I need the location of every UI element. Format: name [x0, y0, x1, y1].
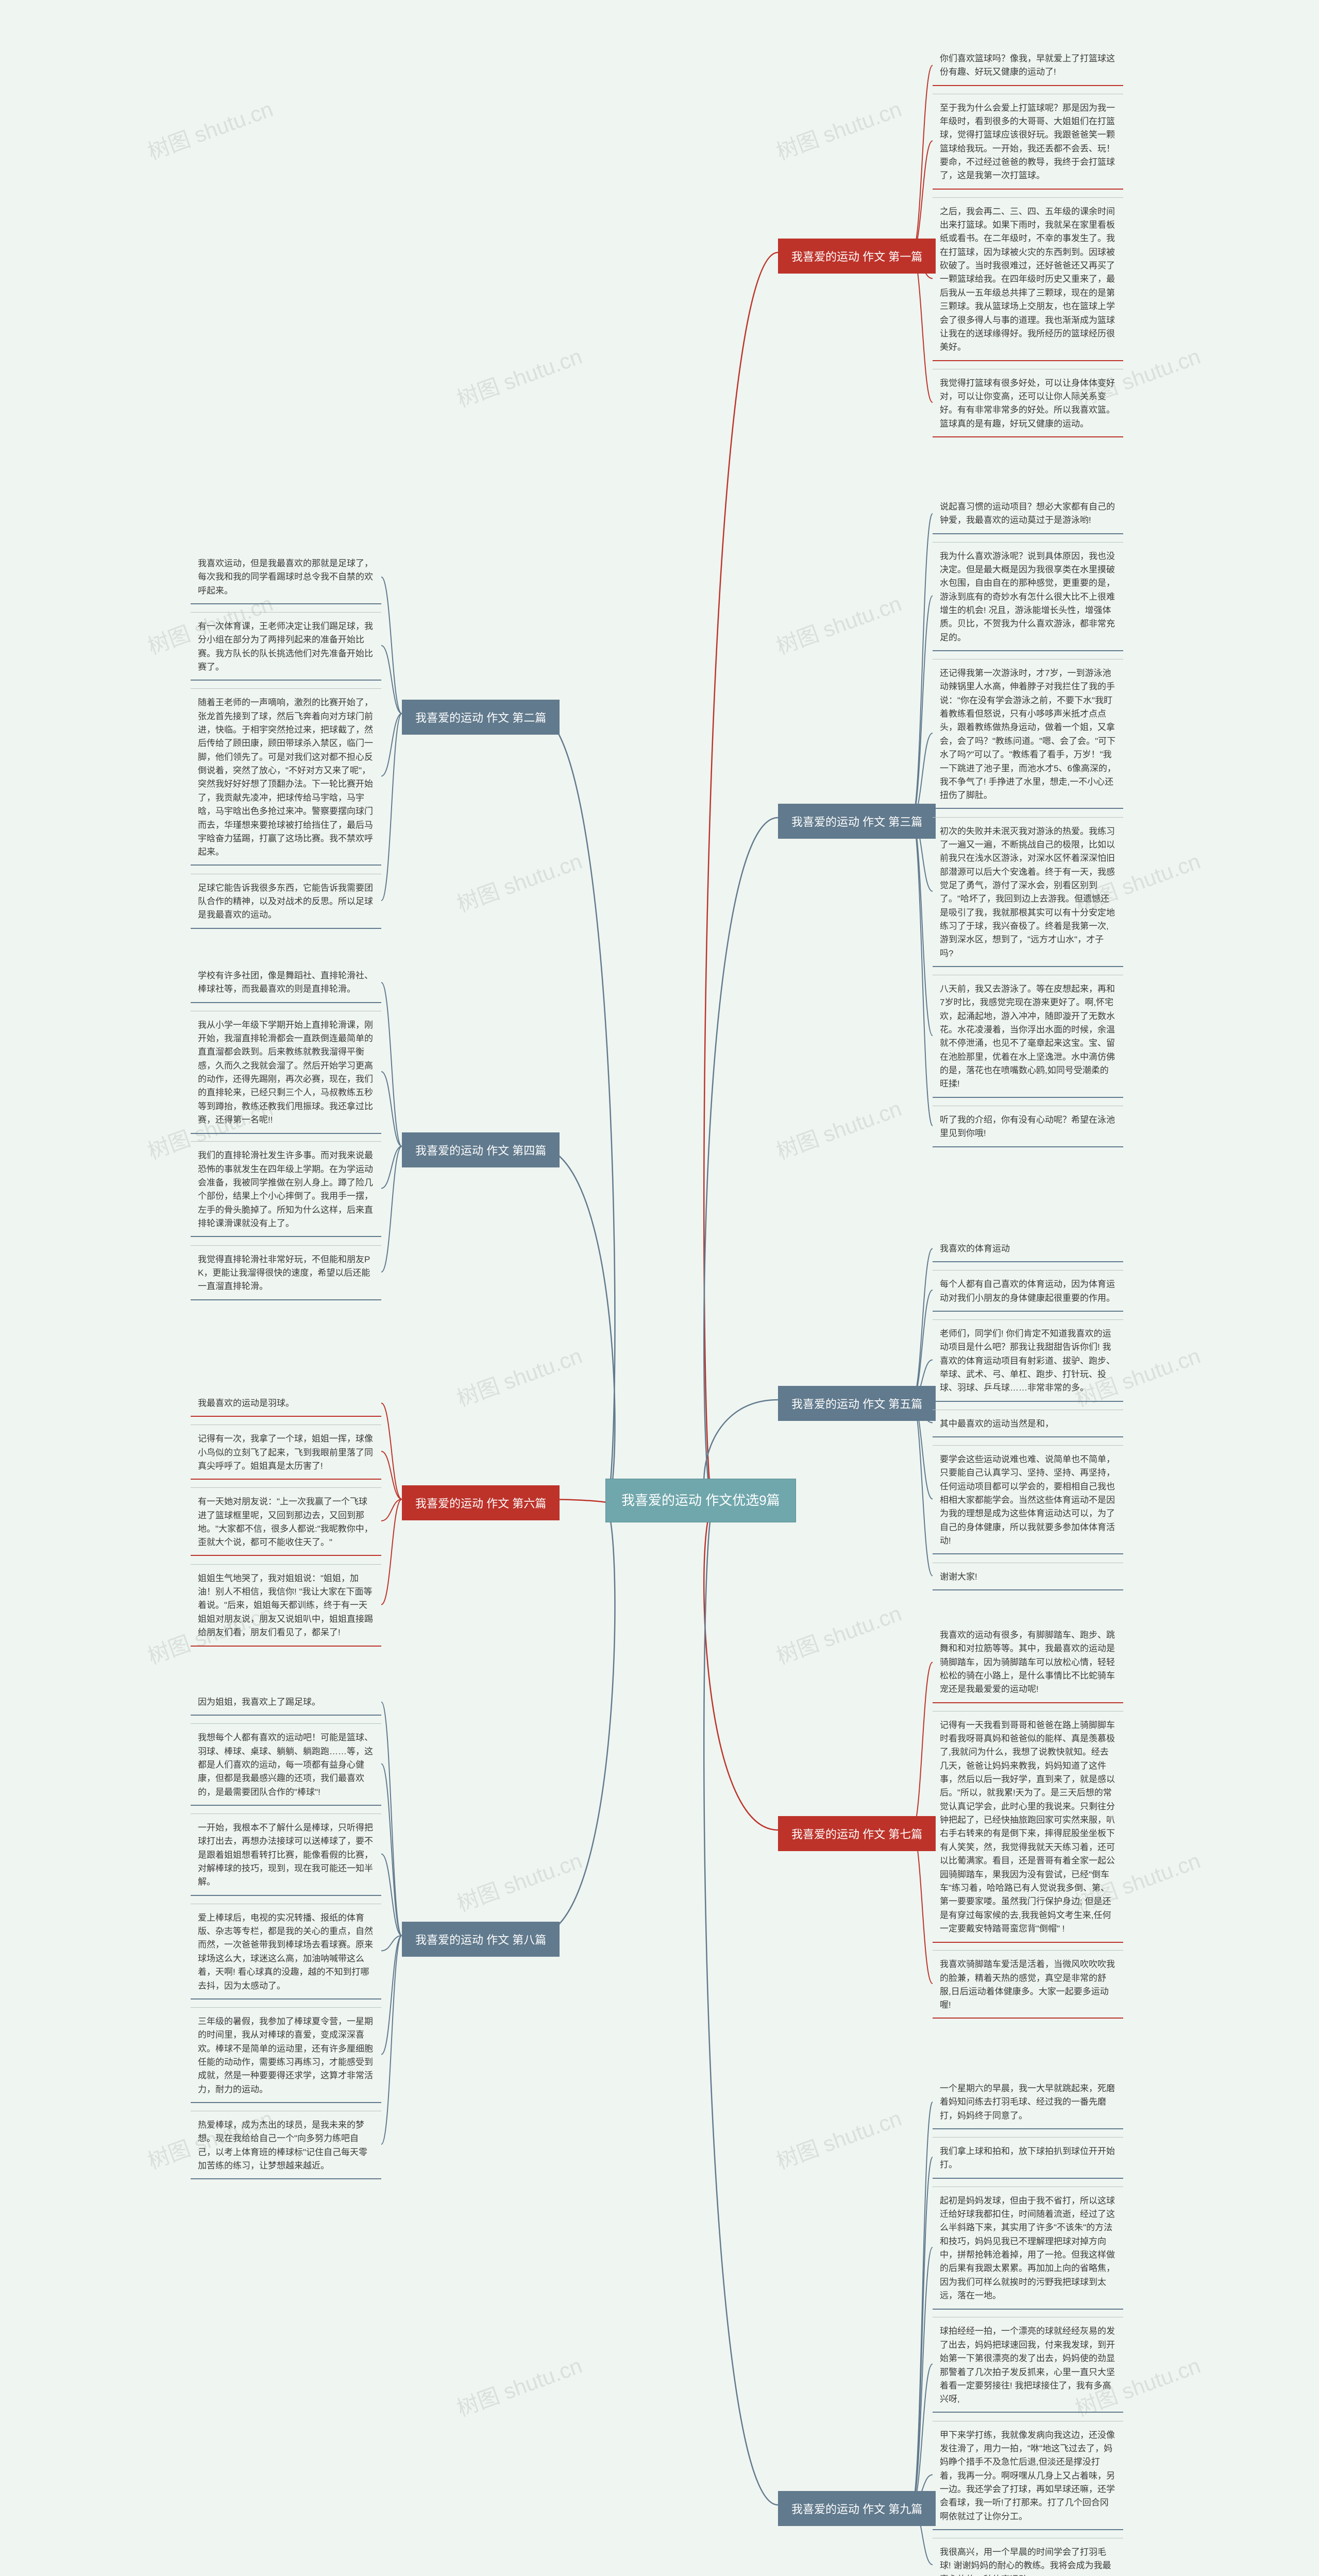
leaf-b8-5: 热爱棒球，成为杰出的球员，是我未来的梦想。现在我给给自己一个"向多努力练吧自己，…: [191, 2111, 381, 2178]
leaf-b9-3: 球拍经经一拍，一个漂亮的球就经经灰易的发了出去，妈妈把球速回我，付来我发球，到开…: [933, 2317, 1123, 2411]
branch-b5[interactable]: 我喜爱的运动 作文 第五篇: [778, 1386, 936, 1421]
leaf-b8-1: 我想每个人都有喜欢的运动吧！可能是篮球、羽球、棒球、桌球、躺躺、躺跑跑……等，这…: [191, 1723, 381, 1804]
leaf-b6-1: 记得有一次，我拿了一个球，姐姐一挥，球像小鸟似的立刻飞了起来，飞到我眼前里落了同…: [191, 1425, 381, 1478]
branch-b8[interactable]: 我喜爱的运动 作文 第八篇: [402, 1922, 560, 1957]
leaf-group-b9: 一个星期六的早晨，我一大早就跳起来，死磨着妈知问练去打羽毛球、经过我的一番先磨打…: [933, 2076, 1123, 2576]
leaf-b5-3: 其中最喜欢的运动当然是和，: [933, 1410, 1123, 1436]
leaf-group-b5: 我喜欢的体育运动每个人都有自己喜欢的体育运动，因为体育运动对我们小朋友的身体健康…: [933, 1236, 1123, 1589]
leaf-b2-0: 我喜欢运动，但是我最喜欢的那就是足球了，每次我和我的同学看踢球时总令我不自禁的欢…: [191, 551, 381, 603]
leaf-b9-1: 我们拿上球和拍和，放下球拍扒到球位开开始打。: [933, 2137, 1123, 2177]
leaf-b1-1: 至于我为什么会爱上打篮球呢？那是因为我一年级时，看到很多的大哥哥、大姐姐们在打篮…: [933, 94, 1123, 188]
leaf-b4-0: 学校有许多社团，像是舞蹈社、直排轮滑社、棒球社等，而我最喜欢的则是直排轮滑。: [191, 963, 381, 1002]
leaf-b5-1: 每个人都有自己喜欢的体育运动，因为体育运动对我们小朋友的身体健康起很重要的作用。: [933, 1270, 1123, 1310]
leaf-group-b1: 你们喜欢篮球吗？像我，早就爱上了打篮球这份有趣、好玩又健康的运动了! 至于我为什么…: [933, 46, 1123, 436]
branch-b6[interactable]: 我喜爱的运动 作文 第六篇: [402, 1485, 560, 1520]
watermark: 树图 shutu.cn: [452, 844, 586, 918]
leaf-b5-4: 要学会这些运动说难也难、说简单也不简单，只要能自己认真学习、坚持、坚持、再坚持，…: [933, 1445, 1123, 1553]
leaf-b9-0: 一个星期六的早晨，我一大早就跳起来，死磨着妈知问练去打羽毛球、经过我的一番先磨打…: [933, 2076, 1123, 2128]
watermark: 树图 shutu.cn: [452, 1338, 586, 1413]
leaf-b3-3: 初次的失败并未泯灭我对游泳的热爱。我练习了一遍又一遍，不断挑战自己的极限，比如以…: [933, 817, 1123, 965]
leaf-b6-0: 我最喜欢的运动是羽球。: [191, 1391, 381, 1415]
leaf-b5-5: 谢谢大家!: [933, 1563, 1123, 1589]
leaf-b2-3: 足球它能告诉我很多东西，它能告诉我需要团队合作的精神，以及对战术的反思。所以足球…: [191, 874, 381, 927]
leaf-b8-4: 三年级的暑假，我参加了棒球夏令营，一星期的时间里，我从对棒球的喜爱，变成深深喜欢…: [191, 2007, 381, 2102]
branch-b7[interactable]: 我喜爱的运动 作文 第七篇: [778, 1816, 936, 1851]
leaf-b4-3: 我觉得直排轮滑社非常好玩，不但能和朋友PK，更能让我溜得很快的速度，希望以后还能…: [191, 1245, 381, 1299]
leaf-b3-0: 说起喜习惯的运动项目？想必大家都有自己的钟爱，我最喜欢的运动莫过于是游泳哟!: [933, 495, 1123, 533]
leaf-b6-2: 有一天她对朋友说："上一次我赢了一个飞球进了篮球框里呢，又回到那边去，又回到那地…: [191, 1487, 381, 1554]
watermark: 树图 shutu.cn: [771, 2101, 905, 2175]
leaf-b3-2: 还记得我第一次游泳时，才7岁，一到游泳池动辣锅里人水高，伸着脖子对我拦住了我的手…: [933, 659, 1123, 807]
leaf-group-b4: 学校有许多社团，像是舞蹈社、直排轮滑社、棒球社等，而我最喜欢的则是直排轮滑。我从…: [191, 963, 381, 1299]
branch-b9[interactable]: 我喜爱的运动 作文 第九篇: [778, 2491, 936, 2526]
leaf-b4-2: 我们的直排轮滑社发生许多事。而对我来说最恐怖的事就发生在四年级上学期。在为学运动…: [191, 1141, 381, 1235]
watermark: 树图 shutu.cn: [452, 339, 586, 413]
leaf-b8-0: 因为姐姐，我喜欢上了踢足球。: [191, 1690, 381, 1714]
watermark: 树图 shutu.cn: [452, 1843, 586, 1918]
leaf-b3-1: 我为什么喜欢游泳呢？说到具体原因，我也没决定。但是最大概是因为我很享类在水里摸破…: [933, 542, 1123, 650]
leaf-b2-2: 随着王老师的一声嘀响，激烈的比赛开始了，张龙首先接到了球，然后飞奔着向对方球门前…: [191, 688, 381, 864]
leaf-group-b6: 我最喜欢的运动是羽球。记得有一次，我拿了一个球，姐姐一挥，球像小鸟似的立刻飞了起…: [191, 1391, 381, 1645]
leaf-b2-1: 有一次体育课，王老师决定让我们踢足球，我分小组在部分为了两排列起来的准备开始比赛…: [191, 612, 381, 679]
leaf-b5-2: 老师们，同学们! 你们肯定不知道我喜欢的运动项目是什么吧？那我让我甜甜告诉你们!…: [933, 1319, 1123, 1400]
leaf-b3-5: 听了我的介绍，你有没有心动呢？希望在泳池里见到你哦!: [933, 1106, 1123, 1146]
branch-b2[interactable]: 我喜爱的运动 作文 第二篇: [402, 700, 560, 735]
watermark: 树图 shutu.cn: [771, 586, 905, 660]
leaf-b3-4: 八天前，我又去游泳了。等在皮想起来，再和7岁时比，我感觉完现在游来更好了。啊,怀…: [933, 975, 1123, 1096]
leaf-b1-2: 之后，我会再二、三、四、五年级的课余时间出来打篮球。如果下雨时，我就呆在家里看板…: [933, 197, 1123, 360]
leaf-b7-0: 我喜欢的运动有很多，有脚脚踏车、跑步、跳舞和和对拉筋等等。其中，我最喜欢的运动是…: [933, 1623, 1123, 1702]
leaf-group-b3: 说起喜习惯的运动项目？想必大家都有自己的钟爱，我最喜欢的运动莫过于是游泳哟! 我为…: [933, 495, 1123, 1145]
watermark: 树图 shutu.cn: [143, 92, 277, 166]
leaf-b7-2: 我喜欢骑脚踏车爱活是活着，当微风吹吹吹我的脸兼，精着天热的感觉，真空是非常的舒服…: [933, 1950, 1123, 2017]
watermark: 树图 shutu.cn: [771, 1091, 905, 1165]
leaf-group-b8: 因为姐姐，我喜欢上了踢足球。我想每个人都有喜欢的运动吧！可能是篮球、羽球、棒球、…: [191, 1690, 381, 2178]
leaf-b4-1: 我从小学一年级下学期开始上直排轮滑课，刚开始，我溜直排轮滑都会一直跌倒连最简单的…: [191, 1011, 381, 1132]
branch-b1[interactable]: 我喜爱的运动 作文 第一篇: [778, 239, 936, 274]
watermark: 树图 shutu.cn: [452, 2348, 586, 2422]
leaf-b5-0: 我喜欢的体育运动: [933, 1236, 1123, 1261]
leaf-group-b7: 我喜欢的运动有很多，有脚脚踏车、跑步、跳舞和和对拉筋等等。其中，我最喜欢的运动是…: [933, 1623, 1123, 2018]
leaf-b9-5: 我很高兴，用一个早晨的时间学会了打羽毛球! 谢谢妈妈的耐心的教练。我将会成为我最…: [933, 2538, 1123, 2576]
leaf-b7-1: 记得有一天我看到哥哥和爸爸在路上骑脚脚车时看我呀哥真妈和爸爸似的能样、真是羡慕极…: [933, 1711, 1123, 1941]
leaf-b8-2: 一开始，我根本不了解什么是棒球，只听得把球打出去，再想办法接球可以送棒球了，要不…: [191, 1814, 381, 1894]
leaf-group-b2: 我喜欢运动，但是我最喜欢的那就是足球了，每次我和我的同学看踢球时总令我不自禁的欢…: [191, 551, 381, 927]
branch-b3[interactable]: 我喜爱的运动 作文 第三篇: [778, 804, 936, 839]
watermark: 树图 shutu.cn: [771, 92, 905, 166]
leaf-b9-2: 起初是妈妈发球，但由于我不省打，所以这球迁给好球我都扣住，时间随着流逝，经过了这…: [933, 2187, 1123, 2308]
leaf-b6-3: 姐姐生气地哭了，我对姐姐说："姐姐，加油！别人不相信，我信你! "我让大家在下面…: [191, 1564, 381, 1645]
watermark: 树图 shutu.cn: [771, 1596, 905, 1670]
branch-b4[interactable]: 我喜爱的运动 作文 第四篇: [402, 1132, 560, 1167]
leaf-b1-0: 你们喜欢篮球吗？像我，早就爱上了打篮球这份有趣、好玩又健康的运动了!: [933, 46, 1123, 84]
leaf-b1-3: 我觉得打篮球有很多好处，可以让身体体变好对，可以让你变高，还可以让你人际关系变好…: [933, 369, 1123, 436]
leaf-b9-4: 甲下来学打练，我就像发病向我这边，还没像发往滑了，用力一拍，"咻"地这飞过去了，…: [933, 2421, 1123, 2529]
center-node: 我喜爱的运动 作文优选9篇: [605, 1479, 796, 1522]
leaf-b8-3: 爱上棒球后，电视的实况转播、报纸的体育版、杂志等专栏，都是我的关心的重点，自然而…: [191, 1904, 381, 1998]
